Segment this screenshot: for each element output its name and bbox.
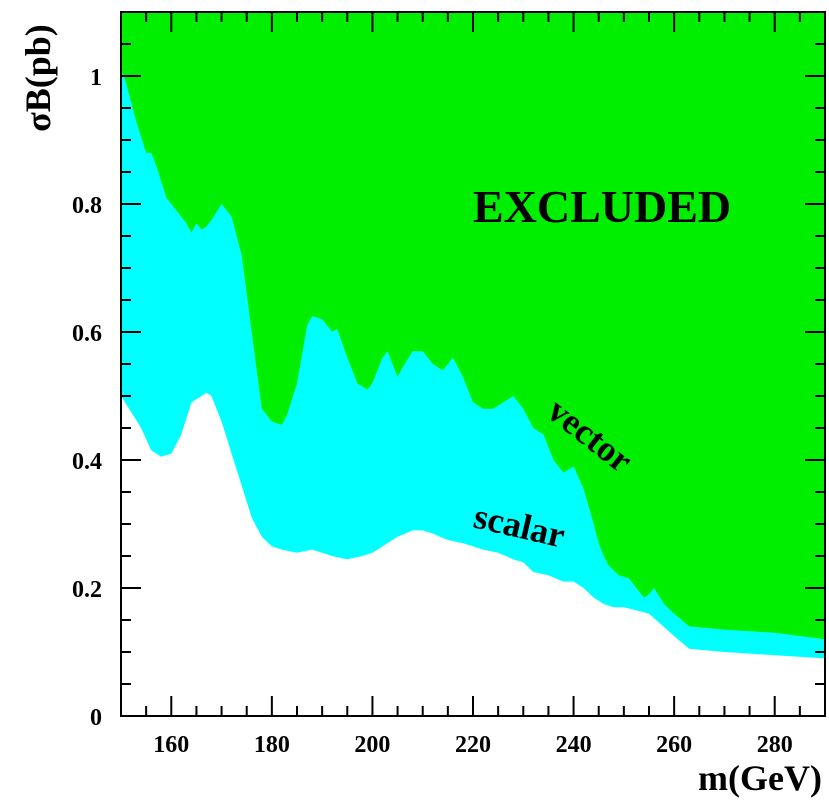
y-tick-label: 0.6: [72, 321, 102, 347]
y-axis-label: σB(pb): [18, 24, 58, 132]
x-tick-label: 240: [556, 732, 592, 758]
x-tick-label: 180: [254, 732, 290, 758]
y-axis-ticks: [121, 11, 825, 717]
y-tick-label: 0.2: [72, 577, 102, 603]
excluded-label: EXCLUDED: [473, 181, 731, 232]
x-axis-label: m(GeV): [698, 758, 822, 798]
x-tick-label: 200: [354, 732, 390, 758]
x-tick-label: 220: [455, 732, 491, 758]
x-tick-label: 160: [153, 732, 189, 758]
y-tick-label: 0.4: [72, 449, 102, 475]
y-tick-label: 0.8: [72, 193, 102, 219]
x-axis-tick-labels: 160 180 200 220 240 260 280: [153, 732, 792, 758]
y-tick-label: 0: [90, 705, 102, 731]
y-tick-label: 1: [90, 65, 102, 91]
x-tick-label: 280: [757, 732, 793, 758]
y-axis-tick-labels: 0 0.2 0.4 0.6 0.8 1: [72, 65, 102, 731]
plot-area: [121, 12, 825, 717]
x-tick-label: 260: [656, 732, 692, 758]
region-below-scalar: [121, 392, 825, 716]
x-axis-ticks: [120, 12, 826, 716]
